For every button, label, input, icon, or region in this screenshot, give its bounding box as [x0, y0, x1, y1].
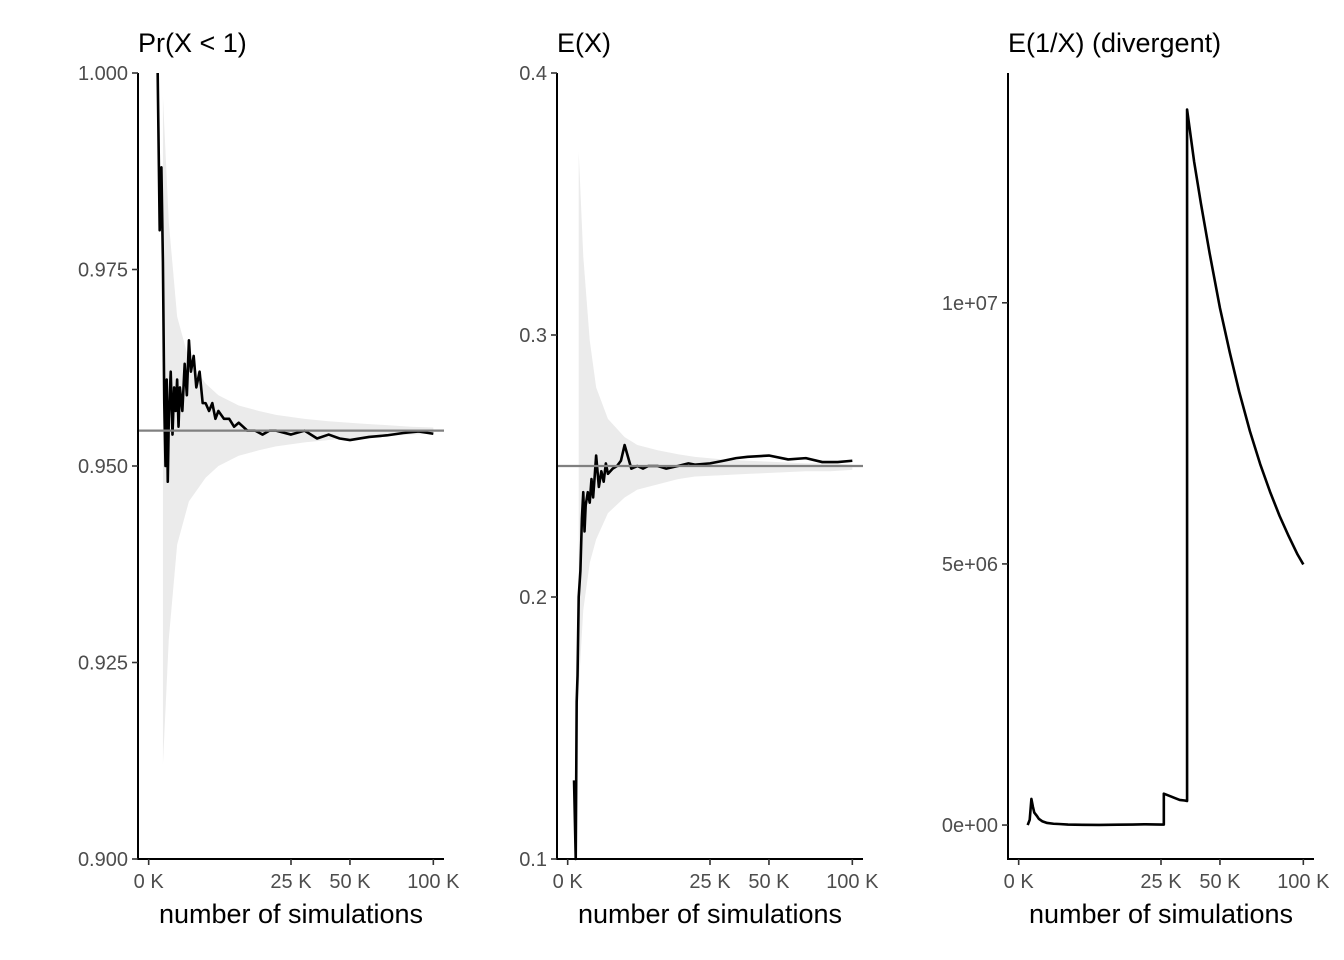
y-tick-label: 1.000 — [78, 63, 128, 85]
y-tick-label: 0.2 — [519, 587, 547, 609]
x-tick-label: 50 K — [329, 871, 371, 893]
y-tick-label: 0.1 — [519, 849, 547, 871]
panel-title: E(1/X) (divergent) — [1008, 28, 1221, 58]
x-axis-label: number of simulations — [1029, 899, 1293, 929]
y-tick-label: 5e+06 — [942, 554, 998, 576]
series-line — [156, 72, 434, 484]
panel-expectation-x: E(X) number of simulations 0.1 0.2 0.3 0.4 0… — [519, 28, 879, 929]
x-axis-label: number of simulations — [159, 899, 423, 929]
x-tick-label: 0 K — [134, 871, 165, 893]
panel-expectation-inverse-x: E(1/X) (divergent) number of simulations… — [942, 28, 1330, 929]
y-tick-label: 0.3 — [519, 325, 547, 347]
y-tick-label: 0e+00 — [942, 815, 998, 837]
panel-title: Pr(X < 1) — [138, 28, 247, 58]
y-tick-label: 0.4 — [519, 63, 547, 85]
y-tick-label: 1e+07 — [942, 293, 998, 315]
y-tick-label: 0.975 — [78, 260, 128, 282]
y-tick-label: 0.950 — [78, 456, 128, 478]
x-tick-label: 100 K — [407, 871, 460, 893]
x-tick-label: 25 K — [689, 871, 731, 893]
panel-pr-x-lt-1: Pr(X < 1) number of simulations 0.900 0.9… — [78, 28, 460, 929]
x-tick-label: 50 K — [1199, 871, 1241, 893]
x-tick-label: 100 K — [1277, 871, 1330, 893]
y-tick-label: 0.900 — [78, 849, 128, 871]
x-tick-label: 50 K — [748, 871, 790, 893]
x-tick-label: 25 K — [1140, 871, 1182, 893]
series-line — [1026, 108, 1305, 827]
uncertainty-band — [578, 151, 853, 689]
x-tick-label: 100 K — [826, 871, 879, 893]
x-axis-label: number of simulations — [578, 899, 842, 929]
panel-title: E(X) — [557, 28, 611, 58]
x-tick-label: 0 K — [1004, 871, 1035, 893]
x-tick-label: 0 K — [553, 871, 584, 893]
x-tick-label: 25 K — [270, 871, 312, 893]
series-line — [572, 443, 853, 861]
y-tick-label: 0.925 — [78, 653, 128, 675]
